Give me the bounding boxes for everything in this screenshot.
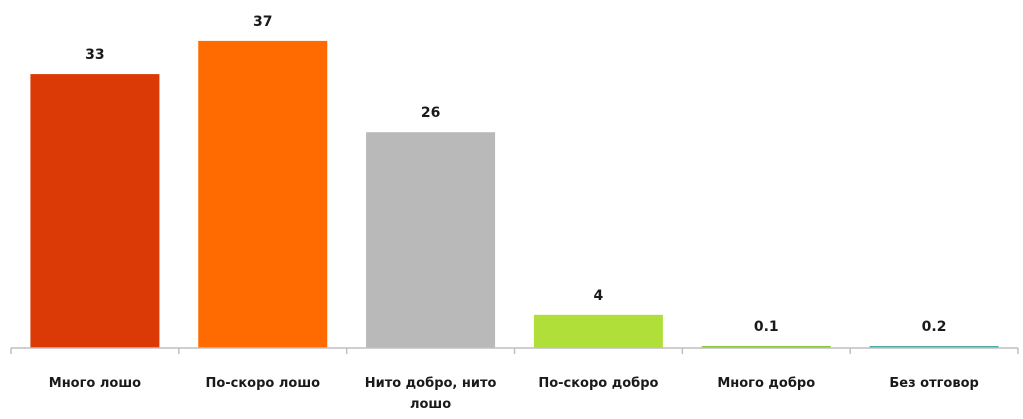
x-tick-label: Без отговор — [889, 376, 978, 391]
bar — [533, 314, 663, 348]
bar — [30, 74, 160, 348]
value-label: 4 — [594, 288, 604, 304]
value-label: 26 — [421, 105, 440, 121]
value-label: 37 — [253, 14, 272, 30]
x-tick-label: лошо — [410, 397, 451, 412]
x-tick-label: Нито добро, нито — [365, 376, 497, 391]
x-tick-label: Много добро — [717, 376, 815, 391]
value-label: 33 — [85, 47, 104, 63]
value-labels: 33 37 26 4 0.1 0.2 — [85, 14, 946, 335]
x-tick-label: По-скоро лошо — [205, 376, 320, 391]
bar — [701, 346, 831, 348]
value-label: 0.1 — [754, 319, 779, 335]
bars-layer — [30, 40, 999, 349]
bar — [198, 40, 328, 349]
bar — [366, 132, 496, 348]
bar — [869, 346, 999, 348]
x-tick-label: По-скоро добро — [538, 376, 658, 391]
value-label: 0.2 — [922, 319, 947, 335]
category-labels: Много лошо По-скоро лошо Нито добро, нито л… — [49, 376, 979, 412]
x-axis-ticks — [10, 348, 1019, 354]
x-tick-label: Много лошо — [49, 376, 141, 391]
